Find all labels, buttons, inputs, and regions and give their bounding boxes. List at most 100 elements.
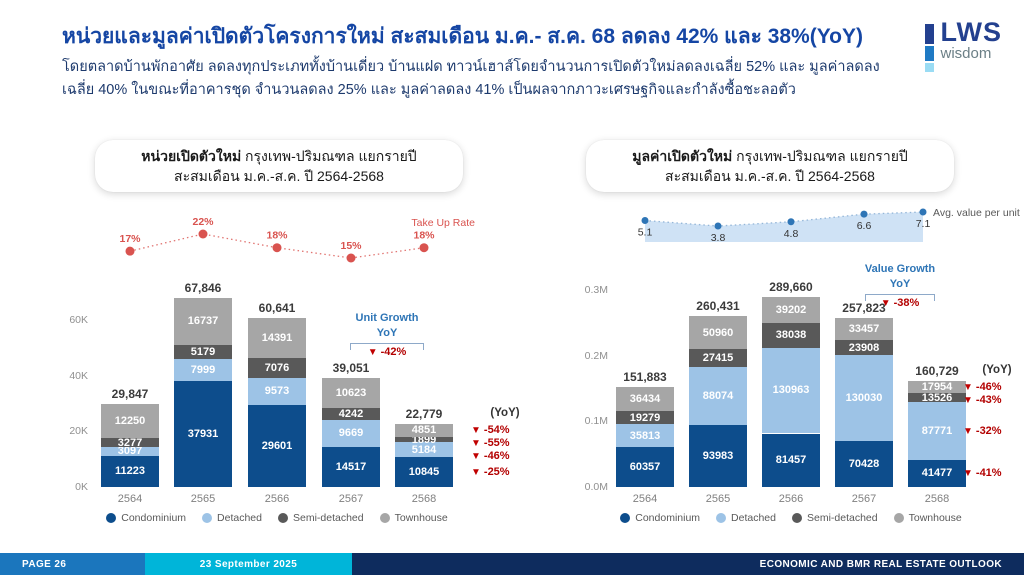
bar-total: 257,823 (842, 300, 886, 315)
bar-segment-value: 13526 (921, 391, 953, 404)
legend-label: Condominium (635, 512, 701, 524)
legend-dot (106, 513, 117, 523)
bar-segment-value: 3097 (117, 445, 143, 458)
right-chart-title-pill: มูลค่าเปิดตัวใหม่ กรุงเทพ-ปริมณฑล แยกราย… (586, 140, 954, 192)
avg-value-area (645, 212, 923, 242)
bracket-tick-left (350, 344, 352, 350)
bar-segment-value: 5184 (411, 443, 437, 456)
bar-segment: 7076 (248, 358, 306, 378)
legend-item: Semi-detached (277, 512, 364, 524)
bar-total: 29,847 (111, 386, 149, 401)
line-value-label: 18% (413, 230, 435, 242)
bar-segment-value: 41477 (921, 467, 953, 480)
down-arrow-icon: ▼ (963, 468, 973, 480)
page-title: หน่วยและมูลค่าเปิดตัวโครงการใหม่ สะสมเดื… (62, 25, 863, 48)
bar-segment-value: 130030 (845, 392, 883, 405)
bar-segment-value: 12250 (114, 414, 146, 427)
y-tick-label: 0.2M (584, 349, 608, 362)
left-chart-title-rest: กรุงเทพ-ปริมณฑล แยกรายปี (241, 147, 417, 164)
line-value-label: 18% (266, 230, 288, 242)
y-tick-label: 0.0M (584, 481, 608, 493)
yoy-value: -32% (975, 424, 1002, 437)
down-arrow-icon: ▼ (471, 466, 481, 478)
bar-segment: 33457 (835, 317, 893, 340)
legend-item: Detached (716, 512, 776, 524)
line-value-label: 3.8 (711, 232, 726, 244)
y-tick-label: 0.1M (584, 415, 608, 428)
bar-segment: 10623 (322, 378, 380, 408)
down-arrow-icon: ▼ (880, 298, 891, 309)
bar-segment: 14517 (322, 446, 380, 487)
subtitle-line1: โดยตลาดบ้านพักอาศัย ลดลงทุกประเภททั้งบ้า… (62, 59, 880, 75)
legend-item: Condominium (620, 512, 700, 524)
bar-segment-value: 17954 (921, 381, 953, 394)
legend: Condominium Detached Semi-detached Townhous… (60, 512, 494, 524)
bar-segment: 87771 (908, 402, 966, 460)
legend-label: Detached (217, 512, 262, 524)
bar-segment-value: 60357 (629, 461, 661, 474)
page-subtitle: โดยตลาดบ้านพักอาศัย ลดลงทุกประเภททั้งบ้า… (62, 56, 912, 102)
bar-segment-value: 4242 (338, 407, 364, 420)
line-dot (198, 229, 208, 239)
bar-segment-value: 14391 (261, 332, 293, 345)
bar-segment: 50960 (689, 315, 747, 350)
line-dot (125, 246, 135, 256)
growth-label-line1: Value Growth (864, 263, 936, 275)
growth-value-text: -38% (893, 297, 920, 309)
yoy-header: (YoY) (982, 364, 1012, 377)
left-chart-title-bold: หน่วยเปิดตัวใหม่ (141, 147, 242, 164)
x-tick-label: 2568 (411, 493, 437, 505)
bracket-tick-right (422, 344, 424, 350)
logo-bar-mid (924, 46, 934, 61)
bar-total: 160,729 (915, 364, 959, 379)
footer-page: PAGE 26 (0, 553, 145, 575)
x-tick-label: 2564 (117, 493, 143, 505)
yoy-item: ▼ -46% (963, 381, 1002, 393)
bar-segment-value: 29601 (261, 439, 293, 452)
bar-segment: 1899 (395, 434, 453, 446)
logo-text-main: LWS (940, 17, 1002, 47)
bar-segment: 35813 (616, 423, 674, 448)
bar-segment: 37931 (174, 381, 232, 487)
line-series-title: Avg. value per unit (933, 207, 1020, 219)
bar-segment: 130030 (835, 355, 893, 441)
bar-total: 39,051 (332, 361, 370, 376)
legend-dot (202, 513, 213, 523)
x-tick-label: 2566 (264, 493, 290, 505)
lws-logo-bar-icon (924, 24, 934, 72)
line-value-label: 15% (340, 240, 362, 252)
line-dot (419, 243, 429, 253)
yoy-item: ▼ -55% (471, 437, 510, 449)
x-tick-label: 2566 (778, 493, 804, 505)
growth-value: ▼ -42% (350, 344, 424, 360)
value-chart: 0.0M 0.1M 0.2M 0.3M 60357 35813 19279 36434 151,… (545, 200, 1024, 548)
legend-item: Semi-detached (791, 512, 878, 524)
yoy-item: ▼ -41% (963, 467, 1002, 479)
bar-segment: 4851 (395, 423, 453, 438)
x-tick-label: 2564 (632, 493, 658, 505)
bar-segment-value: 14517 (335, 460, 367, 473)
footer-title-label: ECONOMIC AND BMR REAL ESTATE OUTLOOK (759, 558, 1002, 570)
down-arrow-icon: ▼ (471, 451, 481, 463)
bar-total: 60,641 (258, 301, 296, 316)
yoy-value: -43% (975, 394, 1002, 407)
growth-bracket: ▼ -38% (865, 294, 935, 312)
bar-segment-value: 87771 (921, 424, 953, 437)
dotted-trend-line (129, 233, 425, 259)
logo-bar-bottom (924, 63, 934, 72)
bar-segment-value: 9573 (264, 385, 290, 398)
right-chart-title-bold: มูลค่าเปิดตัวใหม่ (632, 147, 733, 164)
bar-segment: 5179 (174, 344, 232, 360)
yoy-item: ▼ -54% (471, 424, 510, 436)
down-arrow-icon: ▼ (471, 438, 481, 450)
line-value-label: 4.8 (784, 228, 799, 240)
bar-segment: 4242 (322, 408, 380, 420)
bar-segment: 5184 (395, 442, 453, 457)
y-tick-label: 40K (69, 369, 88, 382)
logo-text-sub: wisdom (940, 44, 992, 62)
yoy-header: (YoY) (490, 406, 520, 419)
bar-segment-value: 4851 (411, 424, 437, 437)
yoy-item: ▼ -32% (963, 425, 1002, 437)
